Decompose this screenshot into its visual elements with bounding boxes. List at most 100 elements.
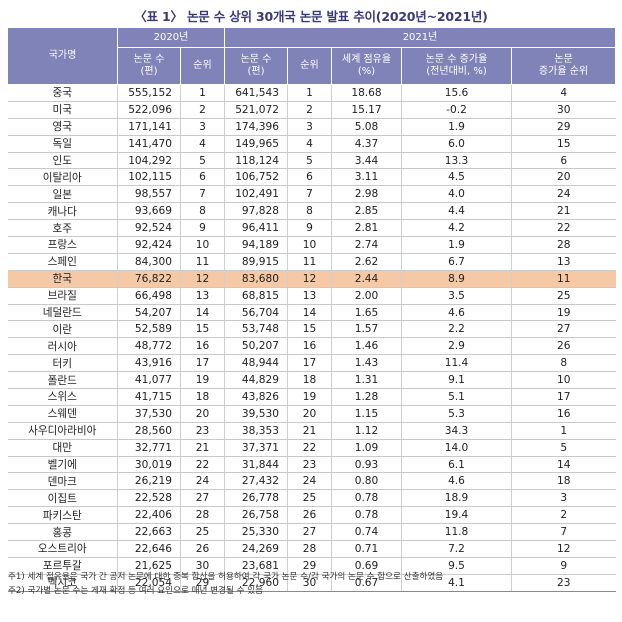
cell-world-share: 2.00 [331,287,402,305]
cell-rank-2020: 11 [180,253,225,271]
cell-rank-2020: 16 [180,337,225,356]
cell-growth-rate: 5.1 [401,388,512,406]
cell-papers-2021: 43,826 [224,388,288,406]
cell-rank-2020: 13 [180,287,225,305]
cell-country: 미국 [7,101,118,119]
cell-papers-2020: 104,292 [117,152,181,170]
cell-growth-rate: 6.1 [401,456,512,474]
header-2020: 2020년 [117,27,225,48]
cell-country: 대만 [7,439,118,457]
cell-world-share: 1.31 [331,371,402,390]
cell-rank-2020: 15 [180,320,225,339]
cell-papers-2021: 26,778 [224,489,288,508]
cell-world-share: 1.28 [331,388,402,406]
cell-world-share: 2.74 [331,236,402,254]
cell-world-share: 1.15 [331,405,402,423]
footnote-1: 주1) 세계 점유율은 국가 간 공저 논문에 대한 중복 합산을 허용하여 각… [8,572,444,582]
cell-rank-2020: 5 [180,152,225,170]
cell-rank-2020: 3 [180,118,225,136]
cell-rank-2020: 12 [180,270,225,288]
cell-papers-2021: 68,815 [224,287,288,305]
table-row: 벨기에 30,019 22 31,844 23 0.93 6.1 14 [7,456,616,474]
cell-growth-rate: 4.6 [401,472,512,491]
cell-country: 터키 [7,354,118,373]
table-row: 사우디아라비아 28,560 23 38,353 21 1.12 34.3 1 [7,422,616,440]
cell-growth-rank: 26 [510,337,616,356]
cell-papers-2020: 93,669 [117,202,181,221]
cell-growth-rank: 20 [510,168,616,187]
cell-world-share: 15.17 [331,101,402,119]
cell-growth-rate: 2.9 [401,337,512,356]
cell-country: 스웨덴 [7,405,118,423]
cell-country: 이탈리아 [7,168,118,187]
cell-growth-rank: 28 [510,236,616,254]
table-row: 호주 92,524 9 96,411 9 2.81 4.2 22 [7,219,616,238]
cell-rank-2021: 27 [287,523,332,542]
cell-rank-2021: 1 [287,84,332,102]
table-header: 국가명 2020년 2021년 논문 수 (편) 순위 논문 수 (편) 순위 세계… [7,27,617,85]
cell-country: 호주 [7,219,118,238]
cell-country: 사우디아라비아 [7,422,118,440]
cell-rank-2020: 17 [180,354,225,373]
table-row: 포르투갈 21,625 30 23,681 29 0.69 9.5 9 [7,557,616,575]
cell-papers-2021: 22,960 [224,574,288,592]
cell-growth-rate: 11.4 [401,354,512,373]
cell-world-share: 0.74 [331,523,402,542]
cell-papers-2020: 22,663 [117,523,181,542]
cell-rank-2021: 15 [287,320,332,339]
table-row: 파키스탄 22,406 28 26,758 26 0.78 19.4 2 [7,506,616,525]
cell-rank-2020: 14 [180,304,225,322]
table-row: 미국 522,096 2 521,072 2 15.17 -0.2 30 [7,101,616,119]
cell-country: 독일 [7,135,118,153]
cell-growth-rank: 11 [510,270,616,288]
table-row: 스웨덴 37,530 20 39,530 20 1.15 5.3 16 [7,405,616,423]
cell-papers-2020: 92,424 [117,236,181,254]
cell-papers-2021: 106,752 [224,168,288,187]
cell-growth-rank: 29 [510,118,616,136]
cell-growth-rate: 6.7 [401,253,512,271]
cell-growth-rate: 8.9 [401,270,512,288]
cell-rank-2021: 13 [287,287,332,305]
cell-growth-rank: 8 [510,354,616,373]
cell-growth-rate: 1.9 [401,236,512,254]
cell-papers-2020: 141,470 [117,135,181,153]
cell-country: 프랑스 [7,236,118,254]
cell-rank-2020: 28 [180,506,225,525]
cell-papers-2020: 28,560 [117,422,181,440]
cell-world-share: 0.69 [331,557,402,575]
cell-growth-rank: 6 [510,152,616,170]
cell-country: 벨기에 [7,456,118,474]
cell-growth-rate: 34.3 [401,422,512,440]
cell-papers-2020: 66,498 [117,287,181,305]
table-row: 브라질 66,498 13 68,815 13 2.00 3.5 25 [7,287,616,305]
table-row: 대만 32,771 21 37,371 22 1.09 14.0 5 [7,439,616,457]
cell-rank-2020: 21 [180,439,225,457]
cell-rank-2020: 4 [180,135,225,153]
table-row: 캐나다 93,669 8 97,828 8 2.85 4.4 21 [7,202,616,221]
cell-growth-rate: 13.3 [401,152,512,170]
table-row: 독일 141,470 4 149,965 4 4.37 6.0 15 [7,135,616,153]
cell-papers-2021: 94,189 [224,236,288,254]
header-2021: 2021년 [223,27,617,48]
cell-world-share: 2.81 [331,219,402,238]
table-row: 일본 98,557 7 102,491 7 2.98 4.0 24 [7,185,616,204]
cell-growth-rank: 22 [510,219,616,238]
cell-papers-2021: 118,124 [224,152,288,170]
cell-rank-2021: 26 [287,506,332,525]
cell-papers-2020: 54,207 [117,304,181,322]
cell-growth-rate: 18.9 [401,489,512,508]
cell-papers-2021: 27,432 [224,472,288,491]
cell-papers-2020: 30,019 [117,456,181,474]
cell-papers-2020: 76,822 [117,270,181,288]
cell-country: 네덜란드 [7,304,118,322]
cell-country: 캐나다 [7,202,118,221]
cell-world-share: 0.80 [331,472,402,491]
table-row: 이집트 22,528 27 26,778 25 0.78 18.9 3 [7,489,616,508]
cell-rank-2021: 5 [287,152,332,170]
cell-growth-rank: 27 [510,320,616,339]
cell-growth-rate: 15.6 [401,84,512,102]
cell-rank-2021: 9 [287,219,332,238]
cell-rank-2021: 20 [287,405,332,423]
cell-rank-2020: 2 [180,101,225,119]
cell-papers-2020: 22,528 [117,489,181,508]
